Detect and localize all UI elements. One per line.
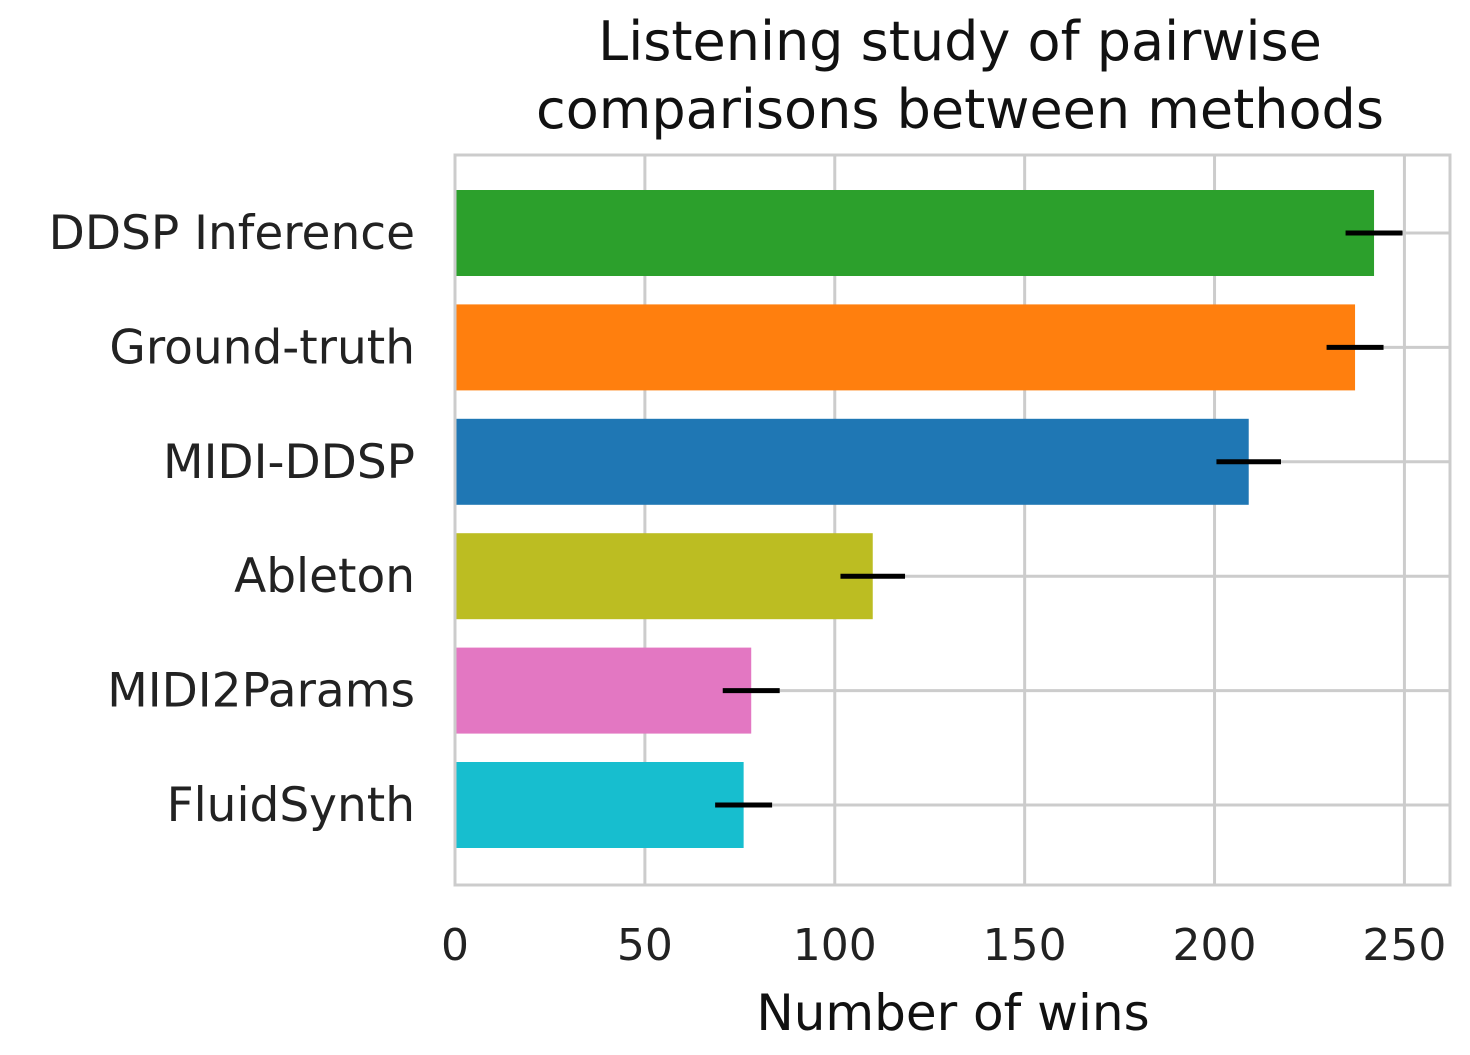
chart-title-line-1: Listening study of pairwise bbox=[598, 10, 1322, 73]
x-tick-label-1: 50 bbox=[617, 920, 673, 971]
category-label-3: Ableton bbox=[234, 549, 415, 604]
bars bbox=[455, 190, 1375, 848]
bar-3 bbox=[455, 533, 873, 620]
bar-2 bbox=[455, 418, 1249, 505]
category-label-2: MIDI-DDSP bbox=[163, 435, 415, 490]
chart-title-line-2: comparisons between methods bbox=[536, 78, 1384, 141]
bar-5 bbox=[455, 762, 744, 848]
bar-0 bbox=[455, 190, 1375, 276]
category-label-4: MIDI2Params bbox=[107, 664, 415, 719]
x-tick-label-3: 150 bbox=[983, 920, 1067, 971]
category-label-1: Ground-truth bbox=[109, 320, 415, 375]
error-bars bbox=[715, 230, 1403, 808]
x-axis-label: Number of wins bbox=[756, 984, 1149, 1042]
bar-4 bbox=[455, 647, 752, 734]
bar-1 bbox=[455, 304, 1356, 391]
category-label-5: FluidSynth bbox=[167, 778, 415, 833]
x-tick-label-4: 200 bbox=[1173, 920, 1257, 971]
category-labels: DDSP Inference Ground-truth MIDI-DDSP Ablet… bbox=[49, 206, 415, 833]
x-tick-labels: 0 50 100 150 200 250 bbox=[441, 920, 1446, 971]
plot-frame bbox=[453, 153, 1452, 887]
x-tick-label-2: 100 bbox=[793, 920, 877, 971]
chart-title: Listening study of pairwise comparisons … bbox=[536, 10, 1384, 141]
x-tick-label-0: 0 bbox=[441, 920, 469, 971]
category-label-0: DDSP Inference bbox=[49, 206, 415, 261]
x-tick-label-5: 250 bbox=[1362, 920, 1446, 971]
